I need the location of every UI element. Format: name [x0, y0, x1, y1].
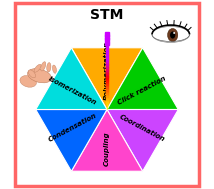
Bar — [106, 74, 108, 75]
Bar — [106, 48, 108, 49]
Bar — [106, 80, 108, 81]
Bar — [106, 83, 108, 84]
Bar — [105, 37, 109, 39]
Polygon shape — [71, 48, 143, 109]
Bar — [106, 96, 108, 98]
Bar — [106, 63, 108, 64]
Bar — [106, 64, 108, 66]
Bar — [106, 95, 108, 96]
Bar — [106, 61, 108, 63]
Bar — [106, 55, 108, 57]
Ellipse shape — [170, 31, 175, 39]
Bar — [106, 89, 108, 90]
Bar — [106, 87, 108, 89]
Bar — [106, 51, 108, 52]
Bar — [106, 52, 108, 54]
Ellipse shape — [34, 64, 41, 72]
Bar — [106, 66, 108, 67]
Ellipse shape — [173, 32, 175, 34]
Bar — [106, 72, 108, 74]
Bar — [106, 42, 108, 43]
Bar — [106, 46, 108, 48]
Bar — [106, 81, 108, 83]
Bar — [106, 86, 108, 87]
Bar — [106, 40, 108, 42]
Ellipse shape — [28, 69, 51, 83]
Ellipse shape — [20, 76, 37, 87]
Text: STM: STM — [90, 8, 124, 22]
Text: Coordination: Coordination — [118, 113, 166, 143]
Polygon shape — [36, 109, 107, 171]
Bar — [106, 57, 108, 58]
Ellipse shape — [28, 70, 36, 78]
Bar — [105, 32, 109, 34]
Bar — [106, 69, 108, 70]
Text: Condensation: Condensation — [47, 113, 97, 143]
Bar — [106, 98, 108, 99]
Bar — [106, 49, 108, 51]
Ellipse shape — [47, 63, 51, 72]
Bar — [106, 101, 108, 102]
Ellipse shape — [152, 26, 190, 43]
Bar — [106, 45, 108, 46]
Polygon shape — [71, 109, 143, 171]
Bar — [106, 39, 108, 40]
Text: Coupling: Coupling — [104, 132, 110, 166]
Bar — [106, 70, 108, 72]
Bar — [105, 34, 109, 36]
Text: Isomerization: Isomerization — [47, 76, 97, 106]
Polygon shape — [107, 48, 178, 109]
Bar — [106, 60, 108, 61]
Ellipse shape — [52, 65, 56, 73]
Bar — [106, 67, 108, 69]
Text: Polymerization: Polymerization — [104, 41, 110, 100]
Bar — [106, 93, 108, 95]
Text: Click reaction: Click reaction — [117, 76, 167, 106]
Bar — [106, 77, 108, 78]
Bar — [106, 84, 108, 86]
Bar — [105, 36, 109, 37]
Bar — [106, 54, 108, 55]
Bar — [106, 43, 108, 45]
Polygon shape — [36, 48, 107, 109]
Bar — [106, 99, 108, 101]
Bar — [106, 90, 108, 92]
Bar — [106, 58, 108, 60]
Bar — [106, 92, 108, 93]
Ellipse shape — [168, 29, 178, 42]
Bar — [106, 75, 108, 77]
Polygon shape — [107, 109, 178, 171]
Ellipse shape — [41, 62, 46, 71]
Bar — [106, 78, 108, 80]
